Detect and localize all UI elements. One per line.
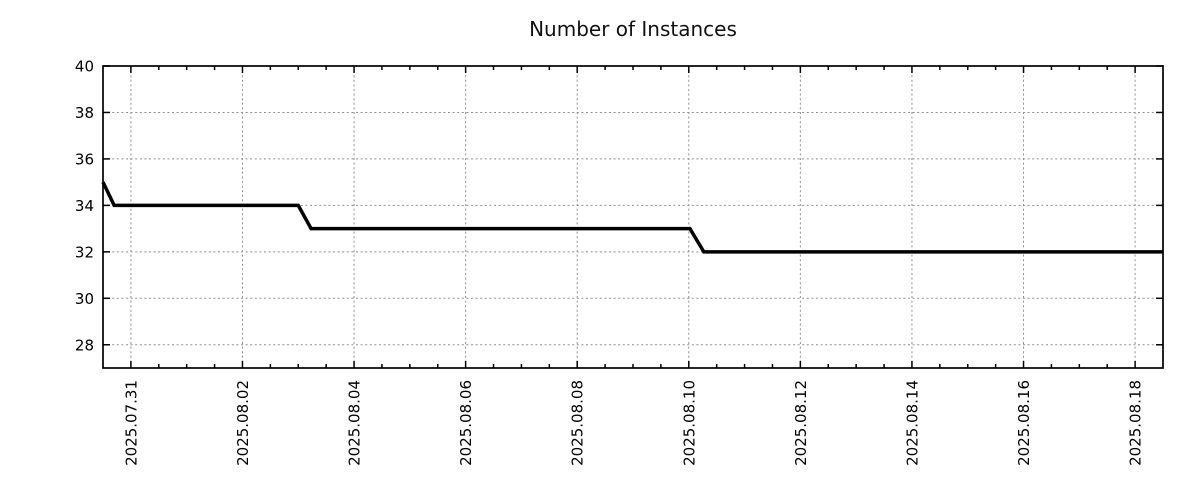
y-tick-label: 40 — [75, 58, 94, 76]
y-tick-label: 38 — [75, 104, 94, 122]
x-tick-label: 2025.08.10 — [680, 380, 698, 466]
x-tick-label: 2025.07.31 — [122, 380, 140, 466]
x-tick-label: 2025.08.08 — [569, 380, 587, 466]
x-tick-label: 2025.08.04 — [346, 380, 364, 466]
x-tick-labels: 2025.07.31 2025.08.02 2025.08.04 2025.08.06… — [122, 380, 1144, 466]
x-tick-label: 2025.08.16 — [1015, 380, 1033, 466]
y-tick-label: 28 — [75, 336, 94, 354]
x-tick-label: 2025.08.02 — [234, 380, 252, 466]
chart-title: Number of Instances — [529, 17, 737, 41]
gridlines — [103, 66, 1163, 368]
y-tick-label: 36 — [75, 150, 94, 168]
x-tick-label: 2025.08.18 — [1127, 380, 1145, 466]
plot-border — [102, 65, 1164, 369]
series-line-instances — [101, 181, 1163, 254]
y-tick-label: 32 — [75, 243, 94, 261]
x-tick-label: 2025.08.12 — [792, 380, 810, 466]
y-tick-labels: 28 30 32 34 36 38 40 — [75, 58, 94, 355]
x-tick-label: 2025.08.06 — [457, 380, 475, 466]
x-tick-label: 2025.08.14 — [903, 380, 921, 466]
y-tick-label: 30 — [75, 290, 94, 308]
axis-ticks — [103, 65, 1163, 368]
y-tick-label: 34 — [75, 197, 94, 215]
